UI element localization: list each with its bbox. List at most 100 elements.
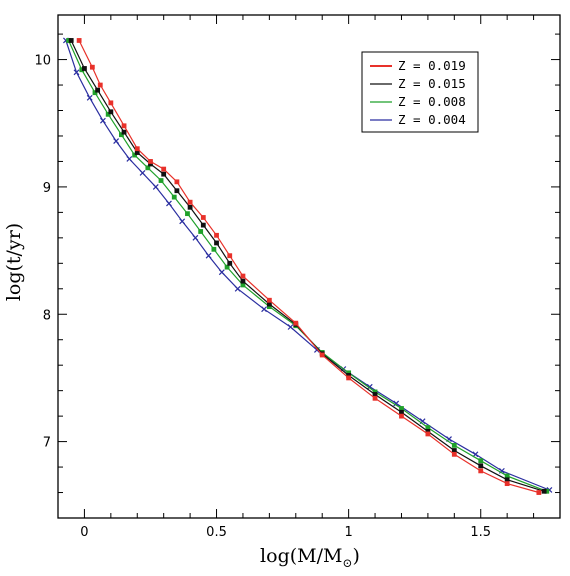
data-point [108,100,114,106]
x-tick-label: 0.5 [206,525,227,540]
data-point [425,429,431,434]
legend-label: Z = 0.015 [398,76,466,91]
data-point [171,194,177,200]
data-point [211,246,217,252]
data-point [132,152,138,158]
point-stroke [234,285,241,292]
legend-label: Z = 0.019 [398,58,466,73]
data-point [200,215,206,220]
data-point [166,200,172,207]
data-point [92,90,98,96]
x-axis-title-main: log(M/M [260,545,342,567]
data-point [187,199,193,205]
series-z---0-004 [63,37,553,493]
point-stroke [179,218,186,225]
y-axis-title: log(t/yr) [3,223,25,301]
data-point [97,82,103,88]
data-point [174,188,180,194]
y-tick-label: 8 [43,308,51,323]
data-point [76,38,82,43]
legend-label: Z = 0.004 [398,112,466,127]
data-point [73,69,80,76]
data-point [113,138,120,144]
data-point [134,150,140,155]
data-point [346,372,352,378]
point-stroke [166,200,172,207]
data-point [152,183,159,190]
data-point [192,234,199,241]
data-point [108,109,114,115]
y-tick-label: 7 [43,436,51,451]
point-stroke [366,383,373,390]
data-point [214,232,219,238]
data-point [158,178,164,183]
data-point [240,273,246,279]
data-point [478,463,484,469]
data-point [139,169,146,176]
data-point [161,166,167,172]
point-stroke [287,324,294,330]
point-stroke [113,138,120,144]
x-axis-title: log(M/M⊙) [260,545,360,570]
data-point [79,67,85,73]
data-point [234,285,241,292]
data-point [399,406,404,411]
data-point [214,240,219,246]
x-tick-label: 1 [344,525,352,540]
x-tick-label: 0 [80,525,88,540]
point-stroke [393,400,400,407]
data-point [200,222,206,228]
data-point [224,264,230,270]
point-stroke [73,69,80,76]
point-stroke [261,306,268,313]
data-point [187,204,193,210]
data-point [451,448,457,453]
plot-frame [57,14,561,519]
data-point [86,94,93,101]
data-point [218,269,225,276]
data-point [451,451,457,457]
legend-label: Z = 0.008 [398,94,466,109]
data-point [266,304,272,310]
point-stroke [192,234,199,241]
data-point [478,458,484,464]
data-point [179,218,186,225]
data-point [266,301,272,307]
point-stroke [218,269,225,276]
data-point [346,375,352,381]
data-point [293,320,299,326]
data-point [472,451,479,458]
data-point [121,123,127,129]
data-point [227,253,233,259]
point-stroke [205,252,212,259]
axes: 0 0.5 1 1.5 7 8 9 10 [34,14,561,540]
data-point [99,117,106,124]
data-point [504,481,510,487]
data-point [541,488,547,494]
y-tick-label: 9 [43,181,51,196]
data-point [105,111,111,117]
data-point [504,473,510,479]
data-point [89,64,95,70]
data-point [399,409,404,415]
data-point [261,306,268,313]
data-point [319,352,325,358]
data-point [478,468,484,474]
data-point [205,252,212,259]
data-point [240,278,246,284]
data-point [185,211,190,217]
legend: Z = 0.019 Z = 0.015 Z = 0.008 Z = 0.004 [361,51,479,133]
data-point [536,490,542,495]
x-axis-title-close: ) [353,545,360,567]
data-point [425,425,431,430]
data-point [198,229,204,234]
data-point [372,389,378,395]
point-stroke [152,183,159,190]
data-point [399,413,404,419]
data-point [174,179,180,185]
point-stroke [472,451,479,458]
data-point [82,66,87,71]
data-point [68,38,74,43]
